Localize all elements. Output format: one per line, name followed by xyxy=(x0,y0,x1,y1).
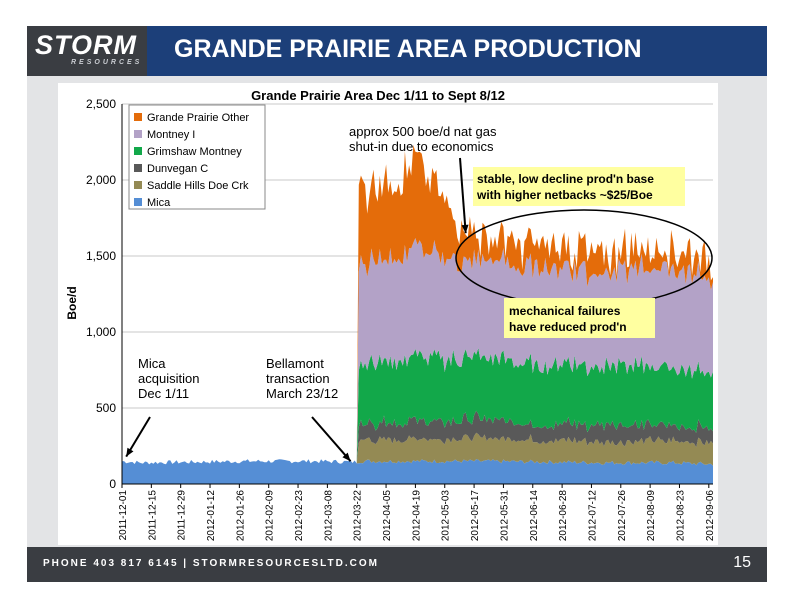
area-montney-i xyxy=(122,238,713,465)
x-tick-label: 2012-09-06 xyxy=(705,490,716,542)
x-tick-label: 2012-02-23 xyxy=(294,490,305,542)
x-tick-label: 2011-12-29 xyxy=(177,490,188,541)
area-series xyxy=(122,145,713,484)
legend-swatch xyxy=(134,198,142,206)
production-chart: Grande Prairie Area Dec 1/11 to Sept 8/1… xyxy=(58,83,718,545)
y-tick-label: 2,500 xyxy=(86,97,116,111)
annotation-stable-box xyxy=(473,167,685,206)
legend-swatch xyxy=(134,181,142,189)
x-tick-label: 2012-07-12 xyxy=(587,490,598,542)
x-tick-label: 2012-05-03 xyxy=(441,490,452,542)
x-tick-label: 2012-04-05 xyxy=(382,490,393,542)
area-mica xyxy=(122,459,713,484)
annotation-stable: stable, low decline prod'n base with high… xyxy=(476,172,654,202)
legend-swatch xyxy=(134,147,142,155)
y-tick-label: 1,500 xyxy=(86,249,116,263)
legend-swatch xyxy=(134,130,142,138)
x-tick-label: 2012-06-28 xyxy=(558,490,569,542)
legend-swatch xyxy=(134,164,142,172)
axes: 0 500 1,000 1,500 2,000 2,500 2011-12-01 2011-1… xyxy=(86,97,716,541)
page-number: 15 xyxy=(733,554,751,571)
footer-bar: PHONE 403 817 6145 | STORMRESOURCESLTD.C… xyxy=(27,547,767,582)
x-tick-label: 2012-03-22 xyxy=(353,490,364,542)
legend-item: Grimshaw Montney xyxy=(147,146,242,158)
legend-item: Grande Prairie Other xyxy=(147,112,249,124)
annotation-bellamont-arrow-head xyxy=(342,452,351,462)
x-tick-label: 2012-01-26 xyxy=(235,490,246,542)
annotation-shut-in-arrow-head xyxy=(461,224,469,234)
logo-text: STORM xyxy=(35,30,138,60)
annotations: Mica acquisition Dec 1/11 Bellamont transact… xyxy=(125,124,713,462)
footer-contact: PHONE 403 817 6145 | STORMRESOURCESLTD.C… xyxy=(43,558,379,569)
x-tick-label: 2012-05-17 xyxy=(470,490,481,542)
legend-item: Dunvegan C xyxy=(147,163,208,175)
area-dunvegan-c xyxy=(122,410,713,465)
annotation-bellamont-arrow xyxy=(311,416,352,462)
x-tick-label: 2011-12-15 xyxy=(147,490,158,541)
y-tick-label: 1,000 xyxy=(86,325,116,339)
chart-title: Grande Prairie Area Dec 1/11 to Sept 8/1… xyxy=(251,88,505,103)
legend-box xyxy=(128,104,266,210)
title-bar: GRANDE PRAIRIE AREA PRODUCTION xyxy=(147,26,767,76)
annotation-shut-in: approx 500 boe/d nat gas shut-in due to e… xyxy=(349,124,497,154)
annotation-mechanical-box xyxy=(504,298,655,338)
area-grimshaw-montney xyxy=(122,348,713,465)
x-tick-label: 2012-02-09 xyxy=(265,490,276,542)
legend-item: Saddle Hills Doe Crk xyxy=(147,180,249,192)
area-saddle-hills-doe-crk xyxy=(122,432,713,466)
x-tick-label: 2012-04-19 xyxy=(411,490,422,542)
x-tick-label: 2012-07-26 xyxy=(617,490,628,542)
legend: Grande Prairie Other Montney I Grimshaw Mo… xyxy=(128,104,266,210)
annotation-mechanical: mechanical failures have reduced prod'n xyxy=(509,304,627,334)
x-tick-label: 2012-08-23 xyxy=(675,490,686,542)
x-tick-label: 2012-06-14 xyxy=(529,490,540,542)
y-axis-label: Boe/d xyxy=(65,286,79,319)
annotation-bellamont: Bellamont transaction March 23/12 xyxy=(266,356,338,401)
legend-swatch xyxy=(134,113,142,121)
y-tick-label: 0 xyxy=(109,477,116,491)
annotation-shut-in-arrow xyxy=(459,157,467,234)
x-tick-label: 2012-05-31 xyxy=(499,490,510,542)
logo-subtext: RESOURCES xyxy=(71,59,143,66)
x-tick-label: 2012-01-12 xyxy=(206,490,217,542)
x-tick-label: 2011-12-01 xyxy=(118,490,129,541)
annotation-mica-arrow-head xyxy=(126,447,134,457)
legend-item: Mica xyxy=(147,197,171,209)
page-title: GRANDE PRAIRIE AREA PRODUCTION xyxy=(174,35,642,63)
legend-item: Montney I xyxy=(147,129,195,141)
x-tick-label: 2012-03-08 xyxy=(323,490,334,542)
area-grande-prairie-other xyxy=(122,145,713,465)
y-tick-label: 500 xyxy=(96,401,116,415)
annotation-mica: Mica acquisition Dec 1/11 xyxy=(138,356,199,401)
storm-logo: STORM RESOURCES xyxy=(27,26,147,76)
y-tick-label: 2,000 xyxy=(86,173,116,187)
x-tick-label: 2012-08-09 xyxy=(646,490,657,542)
